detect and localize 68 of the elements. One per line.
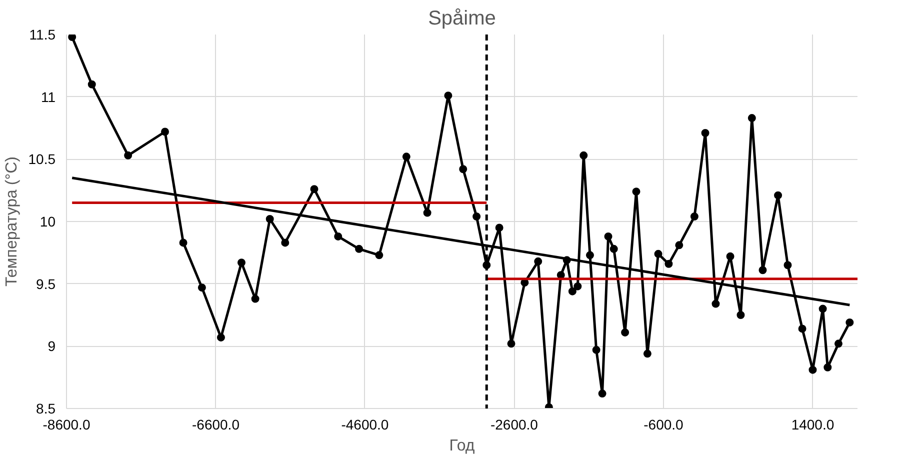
x-axis-title: Год	[449, 438, 476, 454]
point	[375, 251, 384, 260]
point	[621, 328, 630, 336]
point	[68, 34, 76, 41]
point	[643, 350, 652, 358]
x-tick-label: -4600.0	[341, 416, 389, 432]
point	[237, 258, 246, 267]
y-tick-label: 9	[48, 338, 56, 354]
point	[846, 318, 854, 326]
point	[472, 212, 481, 221]
point	[690, 212, 698, 221]
x-tick-label: -6600.0	[192, 416, 240, 432]
point	[161, 128, 169, 136]
point	[266, 215, 274, 223]
point	[610, 244, 618, 253]
x-tick-label: -600.0	[644, 416, 684, 432]
point	[580, 151, 588, 160]
point	[592, 346, 600, 354]
point	[444, 92, 452, 100]
point	[310, 185, 318, 194]
x-tick-label: -2600.0	[490, 416, 538, 432]
point	[798, 324, 806, 333]
point	[664, 260, 673, 268]
y-tick-label: 11.5	[29, 26, 56, 42]
y-tick-label: 10.5	[28, 151, 56, 168]
y-tick-label: 8.5	[36, 400, 56, 416]
point	[712, 300, 720, 308]
point	[334, 232, 342, 240]
point	[568, 287, 576, 296]
point	[124, 151, 132, 160]
y-tick-label: 10	[40, 214, 56, 230]
point	[179, 238, 188, 247]
point	[507, 340, 516, 348]
point	[736, 311, 745, 319]
point	[495, 224, 504, 232]
point	[88, 80, 96, 88]
point	[654, 250, 662, 258]
x-tick-label: 1400.0	[791, 416, 834, 432]
chart-title: Spåime	[428, 8, 496, 30]
y-tick-label: 11	[40, 88, 56, 105]
point	[281, 238, 290, 247]
point	[818, 304, 827, 313]
point	[355, 244, 364, 253]
point	[198, 284, 206, 292]
y-axis-title: Температура (°C)	[3, 156, 20, 286]
point	[808, 366, 817, 374]
x-tick-label: -8600.0	[42, 416, 90, 432]
point	[402, 152, 410, 161]
point	[632, 188, 640, 196]
point	[726, 252, 734, 260]
point	[586, 251, 594, 260]
point	[758, 266, 767, 274]
point	[748, 114, 756, 122]
point	[834, 340, 842, 348]
point	[574, 282, 582, 290]
point	[534, 257, 542, 266]
point	[774, 191, 782, 200]
point	[251, 294, 260, 303]
point	[216, 333, 225, 342]
point	[459, 165, 468, 174]
point	[824, 363, 832, 372]
point	[675, 241, 684, 250]
y-tick-label: 9.5	[36, 276, 56, 292]
point	[423, 208, 432, 217]
point	[701, 128, 710, 137]
point	[784, 261, 792, 270]
point	[604, 232, 612, 240]
point	[598, 390, 606, 398]
